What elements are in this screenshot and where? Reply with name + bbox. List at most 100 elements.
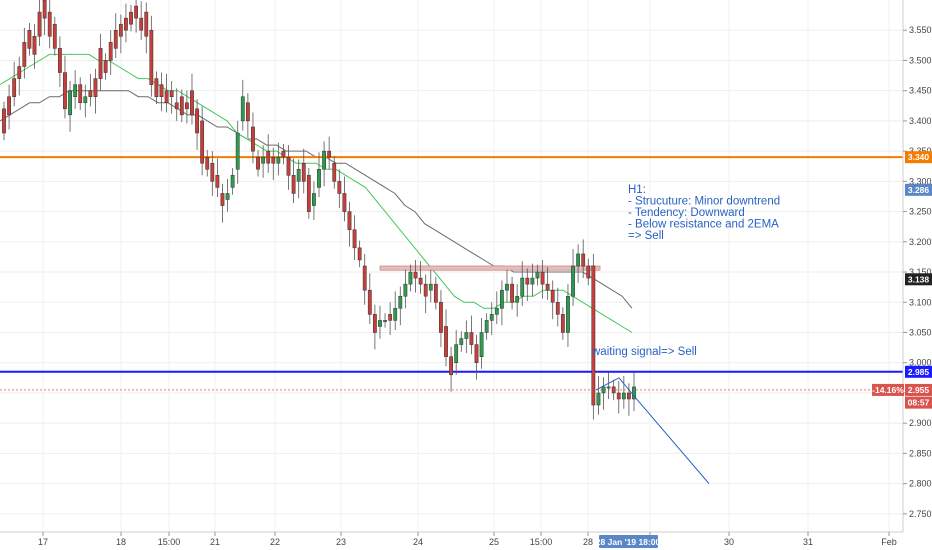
candle-body: [169, 90, 174, 97]
h1-annotation-line: H1:: [628, 184, 646, 196]
y-tick-label: 3.250: [909, 207, 932, 217]
candle-body: [261, 156, 266, 164]
candle-body: [27, 29, 32, 49]
candle-body: [469, 332, 474, 345]
price-tag-label: 2.955: [908, 385, 930, 395]
candle-body: [235, 132, 240, 170]
candle-body: [606, 386, 611, 389]
candle-body: [428, 283, 433, 291]
candle-body: [17, 66, 22, 79]
candle-body: [73, 84, 78, 97]
candle-body: [190, 90, 194, 116]
candle-body: [88, 90, 93, 97]
candle-body: [555, 302, 560, 315]
x-tick-label: 25: [489, 537, 499, 547]
candle-body: [144, 11, 149, 37]
candle-body: [291, 175, 296, 194]
candle-body: [530, 277, 535, 285]
price-axis[interactable]: 3.550 3.500 3.450 3.400 3.350 3.300 3.250 3.200…: [872, 0, 932, 532]
candle-body: [378, 320, 382, 327]
candle-body: [515, 295, 520, 303]
x-tick-label: 17: [38, 537, 48, 547]
candle-body: [444, 326, 448, 357]
x-tick-label: 22: [270, 537, 280, 547]
price-tag-box: [905, 396, 932, 409]
candle-body: [281, 150, 286, 158]
candle-body: [220, 193, 225, 206]
candle-body: [545, 283, 550, 291]
candle-body: [185, 102, 189, 110]
x-tick-label: 18: [116, 537, 126, 547]
y-tick-label: 3.150: [909, 267, 932, 277]
candle-body: [22, 42, 27, 67]
candle-body: [42, 0, 47, 19]
x-tick-label: 24: [413, 537, 423, 547]
candle-body: [245, 102, 250, 122]
candle-body: [124, 17, 128, 31]
y-tick-label: 3.200: [909, 237, 932, 247]
candle-body: [113, 29, 118, 49]
candle-body: [129, 11, 133, 25]
x-tick-label: Feb: [881, 537, 897, 547]
candle-body: [347, 211, 352, 230]
candle-body: [68, 90, 72, 116]
candle-body: [439, 302, 443, 333]
candle-body: [139, 17, 144, 31]
candle-body: [306, 175, 311, 212]
candle-body: [408, 271, 413, 285]
candle-body: [52, 23, 57, 49]
candle-body: [47, 11, 52, 37]
h1-annotation-line: - Below resistance and 2EMA: [628, 219, 779, 231]
candle-body: [266, 150, 271, 164]
candle-body: [332, 162, 337, 182]
candle-body: [505, 283, 509, 291]
candle-body: [596, 392, 601, 406]
candle-body: [566, 295, 570, 333]
candle-body: [372, 314, 377, 333]
price-tag-box: [905, 183, 932, 196]
candlestick-series: [2, 0, 636, 420]
h1-annotation-line: => Sell: [628, 230, 664, 242]
candle-body: [474, 344, 479, 363]
horizontal-levels: [0, 156, 903, 391]
candle-body: [286, 156, 291, 176]
candle-body: [215, 175, 220, 188]
candle-body: [571, 265, 575, 297]
y-tick-label: 3.000: [909, 358, 932, 368]
candle-body: [611, 386, 616, 394]
projection-drawing: [595, 377, 710, 484]
candle-body: [337, 181, 342, 194]
candle-body: [118, 23, 123, 37]
candle-body: [200, 120, 205, 164]
change-tag-label: -14.16%: [872, 385, 904, 395]
y-tick-label: 3.400: [909, 116, 932, 126]
crosshair-time-label: 28 Jan '19 18:00: [596, 537, 661, 547]
price-tag-label: 3.138: [908, 274, 930, 284]
candle-body: [256, 156, 260, 170]
candle-body: [357, 247, 362, 261]
candle-body: [210, 162, 215, 182]
resistance-zone: [379, 265, 601, 271]
candle-body: [276, 156, 281, 164]
candle-body: [205, 156, 210, 170]
candle-body: [195, 108, 199, 134]
candle-body: [494, 308, 499, 315]
candle-body: [159, 84, 164, 97]
candle-body: [616, 392, 621, 400]
candle-body: [230, 175, 235, 188]
candle-body: [484, 320, 489, 333]
candle-body: [164, 90, 169, 104]
candle-body: [479, 332, 484, 357]
candle-body: [383, 320, 387, 322]
candle-body: [57, 48, 62, 73]
candle-body: [240, 96, 245, 122]
candle-body: [632, 386, 636, 400]
y-tick-label: 3.550: [909, 25, 932, 35]
candle-body: [500, 289, 504, 309]
candle-body: [327, 150, 332, 158]
candle-body: [317, 169, 321, 188]
candle-body: [601, 386, 606, 394]
x-tick-label: 28: [583, 537, 593, 547]
